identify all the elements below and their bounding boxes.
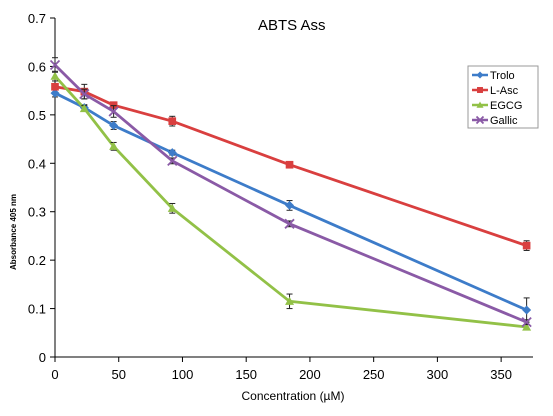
data-point: [522, 322, 532, 331]
data-point: [285, 296, 295, 305]
series-line: [54, 91, 528, 312]
y-tick-label: 0.6: [28, 59, 46, 74]
x-tick-label: 350: [490, 367, 512, 382]
legend-entry: L-Asc: [472, 85, 519, 97]
series-layer: [49, 57, 532, 331]
data-point: [285, 160, 294, 169]
legend-entry: EGCG: [472, 100, 522, 112]
series-line: [53, 75, 527, 329]
data-point: [79, 88, 90, 100]
y-tick-label: 0.5: [28, 108, 46, 123]
legend-label: Trolo: [490, 70, 515, 82]
data-point: [522, 241, 531, 250]
data-point: [284, 218, 295, 229]
data-point: [168, 117, 177, 125]
data-point: [108, 106, 119, 117]
data-point: [49, 59, 61, 71]
legend-label: EGCG: [490, 100, 522, 112]
series-trolo: [50, 88, 532, 323]
y-tick-label: 0.7: [28, 11, 46, 26]
legend-entry: Gallic: [472, 115, 518, 127]
data-point: [109, 121, 119, 131]
legend-marker: [475, 115, 485, 125]
data-point: [79, 104, 89, 113]
series-line: [54, 63, 528, 324]
data-point: [51, 82, 59, 91]
x-tick-label: 100: [172, 367, 194, 382]
y-axis-ticks: 0 0.1 0.2 0.3 0.4 0.5 0.6 0.7: [28, 11, 55, 365]
data-point: [521, 316, 532, 328]
y-axis-label: Absorbance 405 nm: [9, 194, 18, 270]
data-point: [50, 71, 60, 80]
legend-marker: [476, 71, 484, 79]
x-tick-label: 200: [299, 367, 321, 382]
y-tick-label: 0.2: [28, 253, 46, 268]
data-point: [167, 203, 177, 212]
y-tick-label: 0.4: [28, 156, 46, 171]
data-point: [50, 88, 60, 98]
y-tick-label: 0.1: [28, 302, 46, 317]
y-tick-label: 0: [39, 350, 46, 365]
series-gallic: [49, 57, 532, 328]
chart-title: ABTS Ass: [258, 17, 326, 34]
legend-marker: [477, 87, 483, 93]
y-tick-label: 0.3: [28, 205, 46, 220]
legend: Trolo L-Asc EGCG Gallic: [467, 65, 539, 129]
data-point: [522, 305, 532, 315]
x-tick-label: 50: [111, 367, 125, 382]
data-point: [109, 141, 119, 150]
legend-marker: [476, 101, 484, 108]
data-point: [167, 148, 177, 158]
legend-entry: Trolo: [472, 70, 515, 82]
data-point: [285, 200, 295, 210]
x-tick-label: 250: [363, 367, 385, 382]
x-tick-label: 150: [235, 367, 257, 382]
data-point: [167, 155, 178, 167]
legend-label: Gallic: [490, 115, 518, 127]
x-tick-label: 300: [427, 367, 449, 382]
x-axis-ticks: 0 50 100 150 200 250 300 350: [51, 357, 512, 382]
x-tick-label: 0: [51, 367, 58, 382]
legend-label: L-Asc: [490, 85, 519, 97]
x-axis-label: Concentration (µM): [242, 389, 345, 403]
